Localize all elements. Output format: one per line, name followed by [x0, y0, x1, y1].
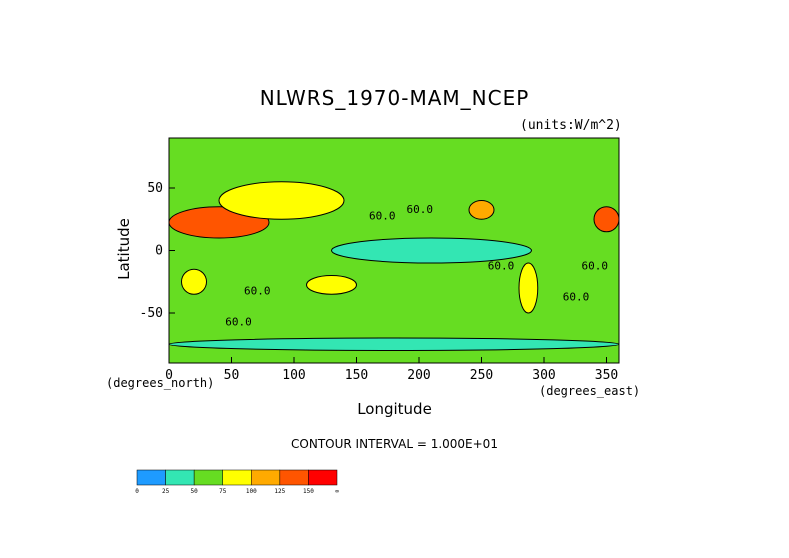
contour-label: 60.0 [407, 203, 434, 216]
y-tick-label: 0 [155, 244, 163, 259]
x-tick-label: 250 [470, 368, 493, 383]
units-label: (units:W/m^2) [520, 118, 622, 133]
contour-label: 60.0 [369, 209, 396, 222]
colorbar-swatch [165, 469, 195, 486]
contour-label: 60.0 [225, 316, 252, 329]
heatmap-region [518, 262, 539, 314]
contour-label: 60.0 [563, 291, 590, 304]
colorbar-swatch [308, 469, 338, 486]
heatmap-region [218, 181, 345, 220]
colorbar-label: 125 [274, 488, 285, 495]
colorbar-label: 25 [162, 488, 170, 495]
colorbar-swatch [136, 469, 166, 486]
x-tick-label: 0 [165, 368, 173, 383]
heatmap-region [168, 337, 620, 351]
colorbar-label: 0 [135, 488, 139, 495]
colorbar-label: 50 [191, 488, 199, 495]
heatmap-region [181, 268, 207, 295]
contour-label: 60.0 [488, 259, 515, 272]
x-axis-label: Longitude [357, 400, 432, 418]
colorbar-swatch [193, 469, 223, 486]
x-tick-label: 150 [345, 368, 368, 383]
contour-interval: CONTOUR INTERVAL = 1.000E+01 [291, 437, 498, 451]
colorbar-swatch [251, 469, 281, 486]
x-units-label-left: (degrees_north) [106, 376, 215, 390]
colorbar-swatch [279, 469, 309, 486]
colorbar-label: 150 [303, 488, 314, 495]
colorbar-label: ∞ [335, 488, 339, 495]
y-tick-label: 50 [147, 181, 163, 196]
colorbar-label: 100 [246, 488, 257, 495]
x-units-label-right: (degrees_east) [539, 384, 641, 398]
heatmap-region [331, 237, 532, 264]
x-tick-label: 350 [595, 368, 618, 383]
x-tick-label: 300 [532, 368, 555, 383]
x-tick-label: 200 [407, 368, 430, 383]
colorbar-label: 75 [219, 488, 227, 495]
heatmap-region [306, 275, 357, 295]
heatmap-region [468, 200, 495, 220]
x-tick-label: 50 [224, 368, 240, 383]
contour-label: 60.0 [244, 284, 271, 297]
heatmap-region [593, 206, 620, 233]
y-tick-label: -50 [140, 306, 163, 321]
chart-title: NLWRS_1970-MAM_NCEP [259, 86, 530, 110]
x-tick-label: 100 [282, 368, 305, 383]
colorbar-swatch [222, 469, 252, 486]
contour-label: 60.0 [582, 259, 609, 272]
